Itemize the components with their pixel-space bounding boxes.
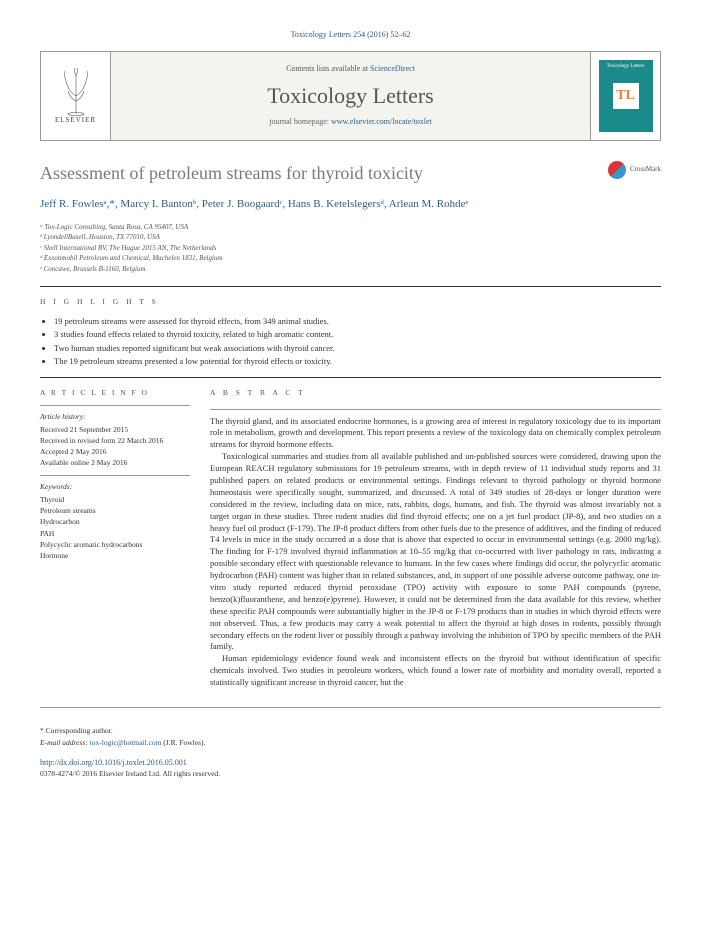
cover-tl-badge: TL xyxy=(613,83,639,109)
header-citation: Toxicology Letters 254 (2016) 52–62 xyxy=(40,30,661,41)
highlight-item: Two human studies reported significant b… xyxy=(54,343,661,354)
divider-thin xyxy=(40,475,190,476)
highlight-item: 19 petroleum streams were assessed for t… xyxy=(54,316,661,327)
journal-cover-thumb[interactable]: Toxicology Letters TL xyxy=(590,52,660,140)
corresponding-author-label: * Corresponding author. xyxy=(40,726,661,736)
abstract-label: A B S T R A C T xyxy=(210,388,661,398)
highlights-section: H I G H L I G H T S 19 petroleum streams… xyxy=(40,297,661,367)
masthead: ELSEVIER Contents lists available at Sci… xyxy=(40,51,661,141)
keywords-label: Keywords: xyxy=(40,482,190,492)
abstract-body: The thyroid gland, and its associated en… xyxy=(210,416,661,689)
doi-link[interactable]: http://dx.doi.org/10.1016/j.toxlet.2016.… xyxy=(40,758,187,767)
highlight-item: The 19 petroleum streams presented a low… xyxy=(54,356,661,367)
keyword: Thyroid xyxy=(40,494,190,505)
cover-box: Toxicology Letters TL xyxy=(599,60,653,132)
footer: * Corresponding author. E-mail address: … xyxy=(40,726,661,779)
masthead-center: Contents lists available at ScienceDirec… xyxy=(111,52,590,140)
history-item: Received 21 September 2015 xyxy=(40,424,190,435)
abstract-paragraph: Toxicological summaries and studies from… xyxy=(210,451,661,653)
crossmark-icon xyxy=(608,161,626,179)
history-item: Accepted 2 May 2016 xyxy=(40,446,190,457)
homepage-link[interactable]: www.elsevier.com/locate/toxlet xyxy=(331,117,432,126)
copyright-line: 0378-4274/© 2016 Elsevier Ireland Ltd. A… xyxy=(40,769,661,779)
divider xyxy=(40,286,661,287)
history-list: Received 21 September 2015 Received in r… xyxy=(40,424,190,469)
keyword: Polycyclic aromatic hydrocarbons xyxy=(40,539,190,550)
divider-thin xyxy=(40,405,190,406)
affiliation: ᶜ Shell International BV, The Hague 2015… xyxy=(40,243,661,254)
affiliations: ᵃ Tox-Logic Consulting, Santa Rosa, CA 9… xyxy=(40,222,661,275)
article-title: Assessment of petroleum streams for thyr… xyxy=(40,161,423,185)
divider xyxy=(40,377,661,378)
keyword: PAH xyxy=(40,528,190,539)
highlight-item: 3 studies found effects related to thyro… xyxy=(54,329,661,340)
crossmark-badge[interactable]: CrossMark xyxy=(608,161,661,179)
info-abstract-row: A R T I C L E I N F O Article history: R… xyxy=(40,388,661,689)
contents-prefix: Contents lists available at xyxy=(286,64,370,73)
abstract-paragraph: Human epidemiology evidence found weak a… xyxy=(210,653,661,689)
sciencedirect-link[interactable]: ScienceDirect xyxy=(370,64,415,73)
page-container: Toxicology Letters 254 (2016) 52–62 ELSE… xyxy=(0,0,701,809)
email-link[interactable]: tox-logic@hotmail.com xyxy=(90,738,162,747)
homepage-prefix: journal homepage: xyxy=(269,117,331,126)
author-list: Jeff R. Fowlesᵃ,*, Marcy I. Bantonᵇ, Pet… xyxy=(40,197,661,212)
crossmark-label: CrossMark xyxy=(630,165,661,174)
elsevier-tree-icon xyxy=(56,66,96,116)
email-label: E-mail address: xyxy=(40,738,90,747)
title-row: Assessment of petroleum streams for thyr… xyxy=(40,161,661,185)
cover-journal-text: Toxicology Letters xyxy=(607,64,645,70)
keyword: Hydrocarbon xyxy=(40,516,190,527)
contents-available-line: Contents lists available at ScienceDirec… xyxy=(286,64,415,75)
doi-line: http://dx.doi.org/10.1016/j.toxlet.2016.… xyxy=(40,758,661,769)
affiliation: ᵉ Concawe, Brussels B-1160, Belgium xyxy=(40,264,661,275)
affiliation: ᵇ LyondellBasell, Houston, TX 77010, USA xyxy=(40,232,661,243)
keywords-list: Thyroid Petroleum streams Hydrocarbon PA… xyxy=(40,494,190,562)
article-info-column: A R T I C L E I N F O Article history: R… xyxy=(40,388,190,689)
highlights-label: H I G H L I G H T S xyxy=(40,297,661,307)
journal-name: Toxicology Letters xyxy=(267,81,433,111)
homepage-line: journal homepage: www.elsevier.com/locat… xyxy=(269,117,432,128)
keyword: Hormone xyxy=(40,550,190,561)
article-info-label: A R T I C L E I N F O xyxy=(40,388,190,398)
history-item: Available online 2 May 2016 xyxy=(40,457,190,468)
history-label: Article history: xyxy=(40,412,190,422)
affiliation: ᵃ Tox-Logic Consulting, Santa Rosa, CA 9… xyxy=(40,222,661,233)
abstract-column: A B S T R A C T The thyroid gland, and i… xyxy=(210,388,661,689)
history-item: Received in revised form 22 March 2016 xyxy=(40,435,190,446)
email-suffix: (J.R. Fowles). xyxy=(161,738,205,747)
affiliation: ᵈ Exxonmobil Petroleum and Chemical, Mac… xyxy=(40,253,661,264)
highlights-list: 19 petroleum streams were assessed for t… xyxy=(40,316,661,368)
publisher-logo[interactable]: ELSEVIER xyxy=(41,52,111,140)
email-line: E-mail address: tox-logic@hotmail.com (J… xyxy=(40,738,661,748)
abstract-paragraph: The thyroid gland, and its associated en… xyxy=(210,416,661,452)
divider-thin xyxy=(210,409,661,410)
elsevier-label: ELSEVIER xyxy=(55,116,96,125)
divider-thin xyxy=(40,707,661,708)
keyword: Petroleum streams xyxy=(40,505,190,516)
